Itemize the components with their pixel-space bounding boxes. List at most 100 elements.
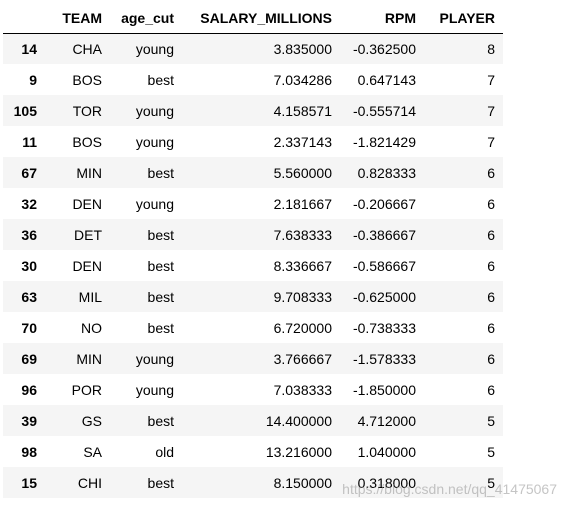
cell-rpm: -0.586667 [352,257,416,274]
row-index: 105 [13,102,37,119]
cell-team: NO [81,319,102,336]
row-index: 30 [21,257,37,274]
cell-player: 5 [487,443,495,460]
table-row: 11 BOS young 2.337143 -1.821429 7 [3,126,503,157]
cell-rpm: 0.318000 [357,474,416,491]
row-index: 67 [21,164,37,181]
cell-team: BOS [72,133,102,150]
header-team: TEAM [45,3,110,34]
cell-salary-millions: 2.181667 [273,195,332,212]
header-rpm: RPM [340,3,424,34]
cell-age-cut: best [147,412,174,429]
cell-salary-millions: 13.216000 [265,443,332,460]
cell-rpm: -1.821429 [352,133,416,150]
table-row: 70 NO best 6.720000 -0.738333 6 [3,312,503,343]
cell-salary-millions: 7.638333 [273,226,332,243]
cell-age-cut: best [147,257,174,274]
cell-player: 6 [487,226,495,243]
table-row: 32 DEN young 2.181667 -0.206667 6 [3,188,503,219]
cell-rpm: -0.625000 [352,288,416,305]
cell-age-cut: young [135,195,174,212]
cell-salary-millions: 6.720000 [273,319,332,336]
header-player: PLAYER [424,3,503,34]
table-body: 14 CHA young 3.835000 -0.362500 8 9 BOS best 7.03… [3,33,503,498]
row-index: 98 [21,443,37,460]
cell-team: DET [74,226,102,243]
table-row: 30 DEN best 8.336667 -0.586667 6 [3,250,503,281]
cell-rpm: -0.206667 [352,195,416,212]
cell-salary-millions: 3.835000 [273,40,332,57]
cell-salary-millions: 5.560000 [273,164,332,181]
table-row: 67 MIN best 5.560000 0.828333 6 [3,157,503,188]
cell-team: POR [71,381,102,398]
header-row: TEAM age_cut SALARY_MILLIONS RPM PLAYER [3,3,503,34]
row-index: 14 [21,40,37,57]
table-row: 96 POR young 7.038333 -1.850000 6 [3,374,503,405]
cell-player: 6 [487,257,495,274]
cell-rpm: 1.040000 [357,443,416,460]
cell-salary-millions: 8.336667 [273,257,332,274]
cell-salary-millions: 14.400000 [265,412,332,429]
row-index: 63 [21,288,37,305]
cell-team: DEN [72,257,102,274]
cell-salary-millions: 7.038333 [273,381,332,398]
cell-player: 5 [487,412,495,429]
cell-player: 7 [487,102,495,119]
cell-player: 6 [487,195,495,212]
cell-salary-millions: 4.158571 [273,102,332,119]
cell-age-cut: young [135,102,174,119]
cell-team: MIL [78,288,102,305]
row-index: 69 [21,350,37,367]
cell-team: MIN [76,164,102,181]
cell-team: DEN [72,195,102,212]
cell-team: CHA [72,40,102,57]
cell-rpm: 0.647143 [357,71,416,88]
table-row: 69 MIN young 3.766667 -1.578333 6 [3,343,503,374]
cell-age-cut: best [147,164,174,181]
table-row: 39 GS best 14.400000 4.712000 5 [3,405,503,436]
cell-rpm: -0.738333 [352,319,416,336]
cell-age-cut: young [135,133,174,150]
cell-player: 8 [487,40,495,57]
cell-rpm: -0.555714 [352,102,416,119]
cell-salary-millions: 9.708333 [273,288,332,305]
table-row: 98 SA old 13.216000 1.040000 5 [3,436,503,467]
cell-age-cut: best [147,226,174,243]
row-index: 9 [29,71,37,88]
cell-team: GS [81,412,102,429]
cell-rpm: -0.386667 [352,226,416,243]
row-index: 39 [21,412,37,429]
cell-age-cut: best [147,474,174,491]
cell-player: 6 [487,164,495,181]
cell-age-cut: best [147,288,174,305]
row-index: 11 [22,133,37,150]
row-index: 70 [21,319,37,336]
dataframe-output: TEAM age_cut SALARY_MILLIONS RPM PLAYER … [3,3,503,498]
cell-player: 6 [487,288,495,305]
cell-age-cut: young [135,40,174,57]
cell-age-cut: young [135,350,174,367]
cell-rpm: 4.712000 [357,412,416,429]
cell-team: TOR [72,102,102,119]
header-age-cut: age_cut [110,3,182,34]
header-salary-millions: SALARY_MILLIONS [182,3,340,34]
cell-player: 5 [487,474,495,491]
dataframe-table: TEAM age_cut SALARY_MILLIONS RPM PLAYER … [3,3,503,498]
cell-player: 6 [487,350,495,367]
table-row: 14 CHA young 3.835000 -0.362500 8 [3,33,503,64]
cell-team: CHI [77,474,102,491]
table-row: 63 MIL best 9.708333 -0.625000 6 [3,281,503,312]
cell-rpm: -1.850000 [352,381,416,398]
cell-rpm: 0.828333 [357,164,416,181]
table-row: 9 BOS best 7.034286 0.647143 7 [3,64,503,95]
cell-player: 7 [487,71,495,88]
row-index: 36 [21,226,37,243]
table-header: TEAM age_cut SALARY_MILLIONS RPM PLAYER [3,3,503,34]
row-index: 96 [21,381,37,398]
cell-player: 6 [487,381,495,398]
cell-rpm: -1.578333 [352,350,416,367]
cell-salary-millions: 2.337143 [273,133,332,150]
cell-age-cut: best [147,71,174,88]
cell-age-cut: old [155,443,174,460]
cell-age-cut: young [135,381,174,398]
